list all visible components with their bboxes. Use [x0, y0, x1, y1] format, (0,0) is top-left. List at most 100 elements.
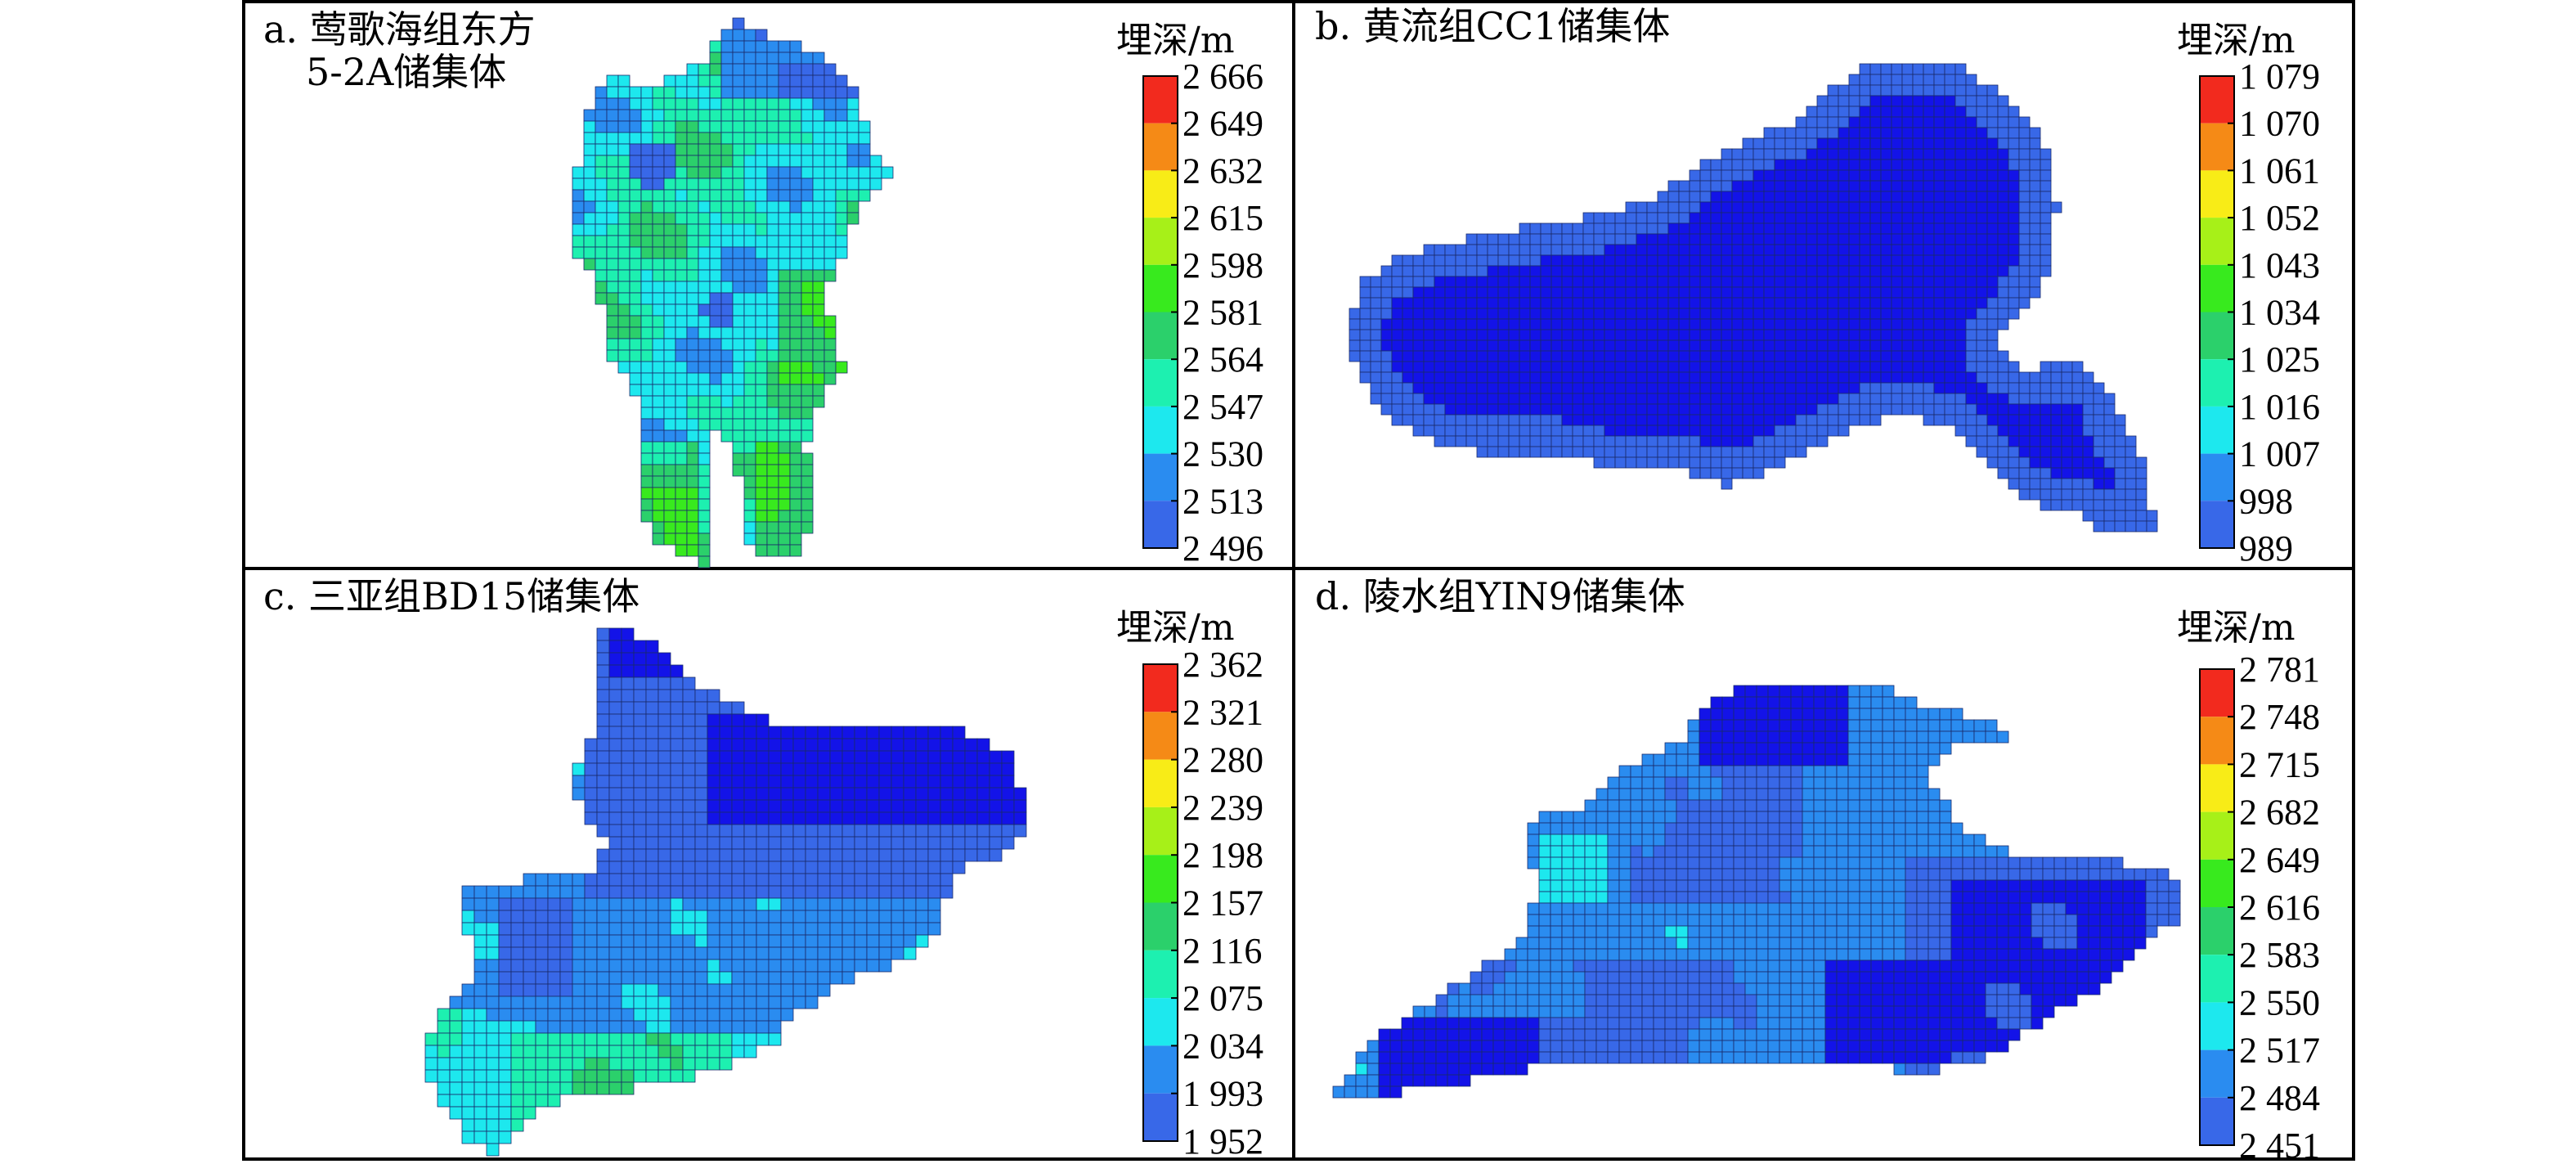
map-cell: [1806, 159, 1818, 171]
map-cell: [1676, 822, 1689, 835]
map-cell: [1721, 244, 1733, 256]
map-cell: [766, 361, 779, 374]
map-cell: [915, 861, 929, 874]
map-cell: [1721, 799, 1735, 812]
map-cell: [1710, 350, 1722, 362]
map-cell: [1774, 382, 1786, 394]
map-cell: [2029, 467, 2041, 479]
map-cell: [756, 910, 770, 924]
map-cell: [2019, 971, 2032, 984]
map-cell: [1618, 971, 1631, 984]
map-cell: [1476, 308, 1488, 320]
map-cell: [1487, 393, 1499, 405]
map-cell: [617, 155, 631, 168]
map-cell: [686, 189, 699, 202]
map-cell: [584, 934, 598, 948]
map-cell: [1476, 361, 1488, 373]
map-cell: [709, 292, 722, 305]
map-cell: [1497, 371, 1510, 384]
map-cell: [1944, 339, 1956, 352]
map-cell: [1572, 233, 1584, 245]
map-cell: [755, 521, 768, 534]
map-cell: [1444, 276, 1456, 288]
map-cell: [2082, 499, 2094, 511]
map-cell: [1487, 233, 1499, 245]
map-cell: [841, 861, 855, 874]
map-cell: [789, 418, 802, 431]
map-cell: [1447, 994, 1460, 1007]
map-cell: [858, 189, 871, 202]
map-cell: [1836, 685, 1849, 698]
map-cell: [1604, 318, 1616, 330]
map-cell: [510, 971, 524, 985]
map-cell: [1423, 371, 1435, 384]
map-cell: [766, 212, 779, 225]
map-cell: [535, 1057, 549, 1071]
map-cell: [584, 787, 598, 801]
map-cell: [801, 498, 814, 511]
map-cell: [663, 441, 676, 454]
map-cell: [1742, 339, 1754, 352]
map-cell: [1779, 982, 1792, 995]
map-cell: [1816, 297, 1829, 309]
map-cell: [1731, 212, 1744, 224]
map-cell: [523, 922, 536, 936]
map-cell: [1742, 456, 1754, 469]
map-cell: [1847, 902, 1860, 915]
map-cell: [1912, 371, 1924, 384]
map-cell: [1802, 891, 1815, 904]
map-cell: [1986, 297, 1999, 309]
map-cell: [686, 292, 699, 305]
map-cell: [645, 799, 659, 813]
map-cell: [846, 86, 859, 99]
map-cell: [629, 200, 642, 213]
map-cell: [1607, 937, 1620, 950]
map-cell: [1710, 902, 1723, 915]
map-cell: [1779, 776, 1792, 789]
map-cell: [1784, 244, 1797, 256]
map-cell: [756, 1020, 770, 1034]
map-cell: [1784, 159, 1797, 171]
map-cell: [1802, 948, 1815, 961]
map-cell: [915, 885, 929, 899]
panel-title: c. 三亚组BD15储集体: [263, 574, 640, 618]
map-cell: [1423, 425, 1435, 437]
map-cell: [1912, 318, 1924, 330]
map-cell: [858, 166, 871, 179]
map-cell: [1806, 371, 1818, 384]
map-cell: [835, 200, 848, 213]
map-cell: [584, 1069, 598, 1083]
map-cell: [686, 200, 699, 213]
map-cell: [2076, 971, 2089, 984]
map-cell: [1997, 127, 2009, 139]
map-cell: [1678, 371, 1690, 384]
map-cell: [1676, 776, 1689, 789]
map-cell: [1699, 308, 1712, 320]
map-cell: [1664, 960, 1677, 973]
map-cell: [1742, 361, 1754, 373]
map-cell: [2053, 971, 2067, 984]
map-cell: [1827, 393, 1839, 405]
map-cell: [1646, 254, 1658, 267]
map-cell: [1710, 318, 1722, 330]
map-cell: [486, 971, 500, 985]
map-cell: [1614, 361, 1627, 373]
map-cell: [559, 971, 573, 985]
map-cell: [1779, 971, 1792, 984]
map-cell: [670, 726, 684, 739]
map-cell: [1699, 169, 1712, 182]
map-cell: [1976, 191, 1988, 203]
map-cell: [2042, 902, 2055, 915]
map-cell: [1508, 371, 1520, 384]
map-cell: [1973, 925, 1986, 938]
map-cell: [731, 1020, 745, 1034]
map-cell: [1973, 960, 1986, 973]
map-cell: [1699, 937, 1712, 950]
map-cell: [694, 701, 708, 715]
map-cell: [698, 63, 711, 76]
map-cell: [766, 223, 779, 236]
map-cell: [2040, 403, 2052, 416]
map-cell: [1767, 753, 1780, 766]
map-cell: [1784, 339, 1797, 352]
map-cell: [1859, 169, 1871, 182]
